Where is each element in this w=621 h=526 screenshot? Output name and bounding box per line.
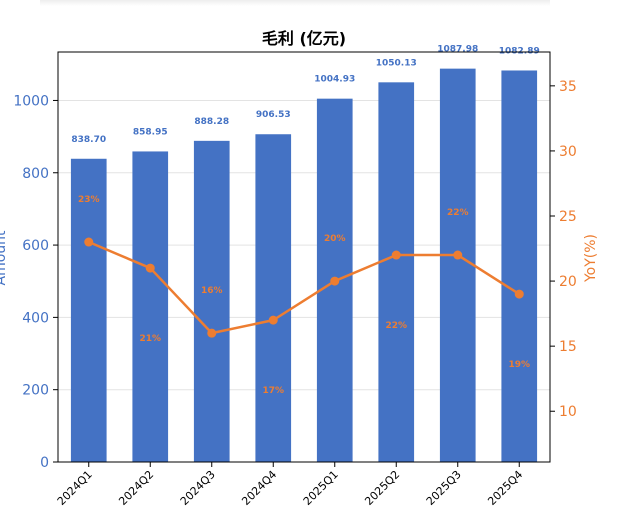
x-tick-label: 2024Q3 — [178, 468, 218, 508]
bar-value-label: 838.70 — [71, 135, 106, 145]
yoy-point — [145, 263, 155, 273]
grid — [58, 99, 550, 391]
yoy-series-line — [88, 240, 520, 335]
yoy-point — [207, 328, 217, 338]
bars — [70, 68, 538, 463]
data-labels: 838.70 858.95 888.28 906.53 1004.93 1050.13 10… — [71, 45, 539, 396]
y2-axis-label: YoY(%) — [583, 234, 599, 283]
y-tick-label: 0 — [40, 455, 49, 471]
bar — [439, 68, 476, 463]
yoy-point — [514, 289, 524, 299]
y2-tick-label: 15 — [559, 339, 577, 355]
y-tick-label: 1000 — [13, 93, 49, 109]
x-tick-label: 2024Q1 — [55, 468, 95, 508]
bar-value-label: 888.28 — [194, 117, 229, 127]
y2-tick-label: 20 — [559, 274, 577, 290]
yoy-point — [84, 237, 94, 247]
x-tick-label: 2024Q4 — [239, 468, 279, 508]
bar-value-label: 1087.98 — [437, 45, 478, 55]
yoy-point — [453, 250, 463, 260]
yoy-value-label: 21% — [139, 334, 161, 344]
bar — [132, 151, 169, 462]
x-tick-label: 2025Q4 — [485, 468, 525, 508]
yoy-value-label: 19% — [508, 360, 530, 370]
y2-tick-label: 25 — [559, 209, 577, 225]
x-tick-label: 2025Q2 — [362, 468, 402, 508]
yoy-value-label: 17% — [262, 386, 284, 396]
bar — [255, 134, 292, 462]
bar — [70, 158, 107, 463]
x-tick-label: 2025Q1 — [301, 468, 341, 508]
bar-value-label: 906.53 — [256, 110, 291, 120]
bar-value-label: 1050.13 — [376, 58, 417, 68]
bar — [193, 140, 230, 462]
yoy-value-label: 16% — [201, 286, 223, 296]
chart-title: 毛利 (亿元) — [262, 29, 346, 48]
top-shadow — [40, 0, 550, 6]
yoy-value-label: 22% — [447, 208, 469, 218]
y-tick-label: 800 — [22, 166, 49, 182]
yoy-value-label: 22% — [385, 321, 407, 331]
y-tick-label: 200 — [22, 383, 49, 399]
bar-value-label: 1082.89 — [499, 46, 540, 56]
bar — [501, 70, 538, 462]
plot-frame — [57, 51, 551, 463]
x-tick-label: 2024Q2 — [116, 468, 156, 508]
y-tick-label: 600 — [22, 238, 49, 254]
yoy-value-label: 23% — [78, 195, 100, 205]
yoy-point — [330, 276, 340, 286]
y-tick-label: 400 — [22, 310, 49, 326]
y-axis-label: Amount — [0, 230, 9, 286]
yoy-line — [84, 237, 524, 338]
yoy-point — [268, 315, 278, 325]
y2-tick-label: 35 — [559, 79, 577, 95]
bar-value-label: 1004.93 — [314, 75, 355, 85]
bar-value-label: 858.95 — [133, 127, 168, 137]
y2-tick-label: 30 — [559, 144, 577, 160]
yoy-point — [391, 250, 401, 260]
x-tick-label: 2025Q3 — [424, 468, 464, 508]
yoy-value-label: 20% — [324, 234, 346, 244]
y2-tick-label: 10 — [559, 404, 577, 420]
bar — [378, 82, 415, 463]
